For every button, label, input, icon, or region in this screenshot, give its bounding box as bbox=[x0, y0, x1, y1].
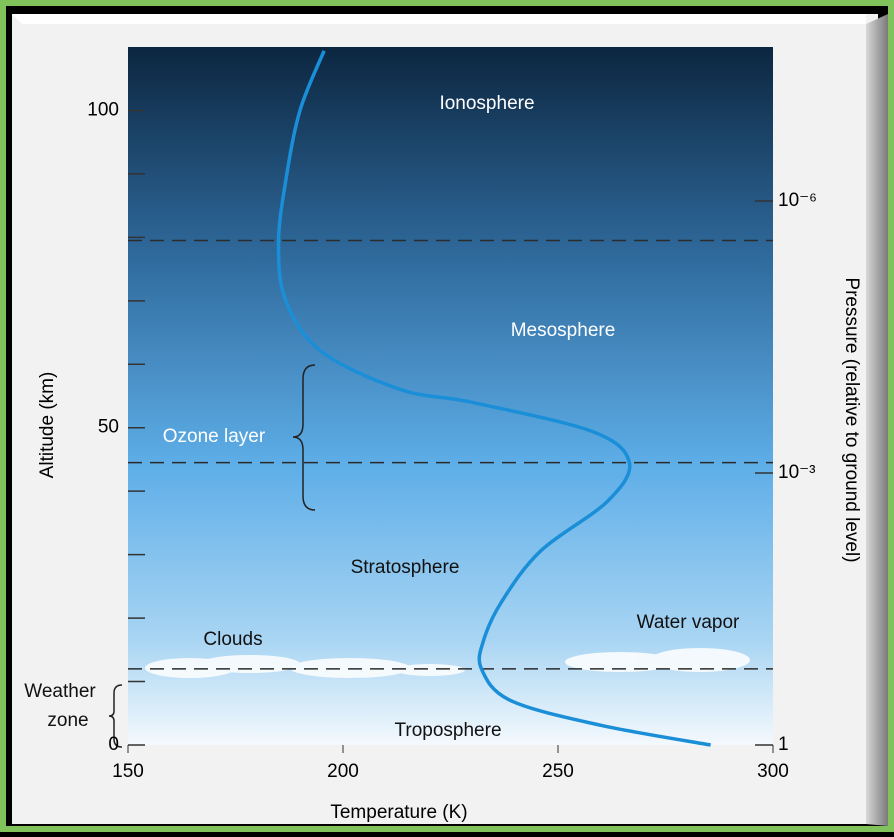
y2-tick-label: 10⁻³ bbox=[778, 462, 816, 483]
annotation: Troposphere bbox=[394, 720, 501, 741]
cloud bbox=[200, 655, 300, 673]
y-tick-label: 0 bbox=[108, 734, 119, 755]
cloud bbox=[290, 658, 410, 678]
x-tick-label: 150 bbox=[112, 761, 144, 782]
y-tick-label: 100 bbox=[87, 99, 119, 120]
y2-tick-label: 10⁻⁶ bbox=[778, 190, 817, 211]
y2-tick-label: 1 bbox=[778, 734, 789, 755]
y2-axis-label: Pressure (relative to ground level) bbox=[841, 277, 862, 562]
x-axis-label: Temperature (K) bbox=[330, 802, 467, 823]
annotation: Mesosphere bbox=[511, 320, 616, 341]
panel-bevel bbox=[866, 14, 888, 826]
y-tick-label: 50 bbox=[98, 417, 119, 438]
x-tick-label: 300 bbox=[757, 761, 789, 782]
x-tick-label: 200 bbox=[327, 761, 359, 782]
annotation: Ozone layer bbox=[163, 426, 266, 447]
annotation: Weather bbox=[24, 681, 96, 702]
panel-top bbox=[12, 14, 866, 24]
chart: Altitude (km) Pressure (relative to grou… bbox=[0, 0, 894, 832]
annotation: Clouds bbox=[203, 629, 262, 650]
annotation: Water vapor bbox=[637, 612, 740, 633]
x-tick-label: 250 bbox=[542, 761, 574, 782]
y-axis-label: Altitude (km) bbox=[37, 372, 58, 479]
annotation: zone bbox=[47, 710, 88, 731]
cloud bbox=[395, 664, 465, 676]
annotation: Stratosphere bbox=[351, 557, 460, 578]
annotation: Ionosphere bbox=[439, 93, 534, 114]
